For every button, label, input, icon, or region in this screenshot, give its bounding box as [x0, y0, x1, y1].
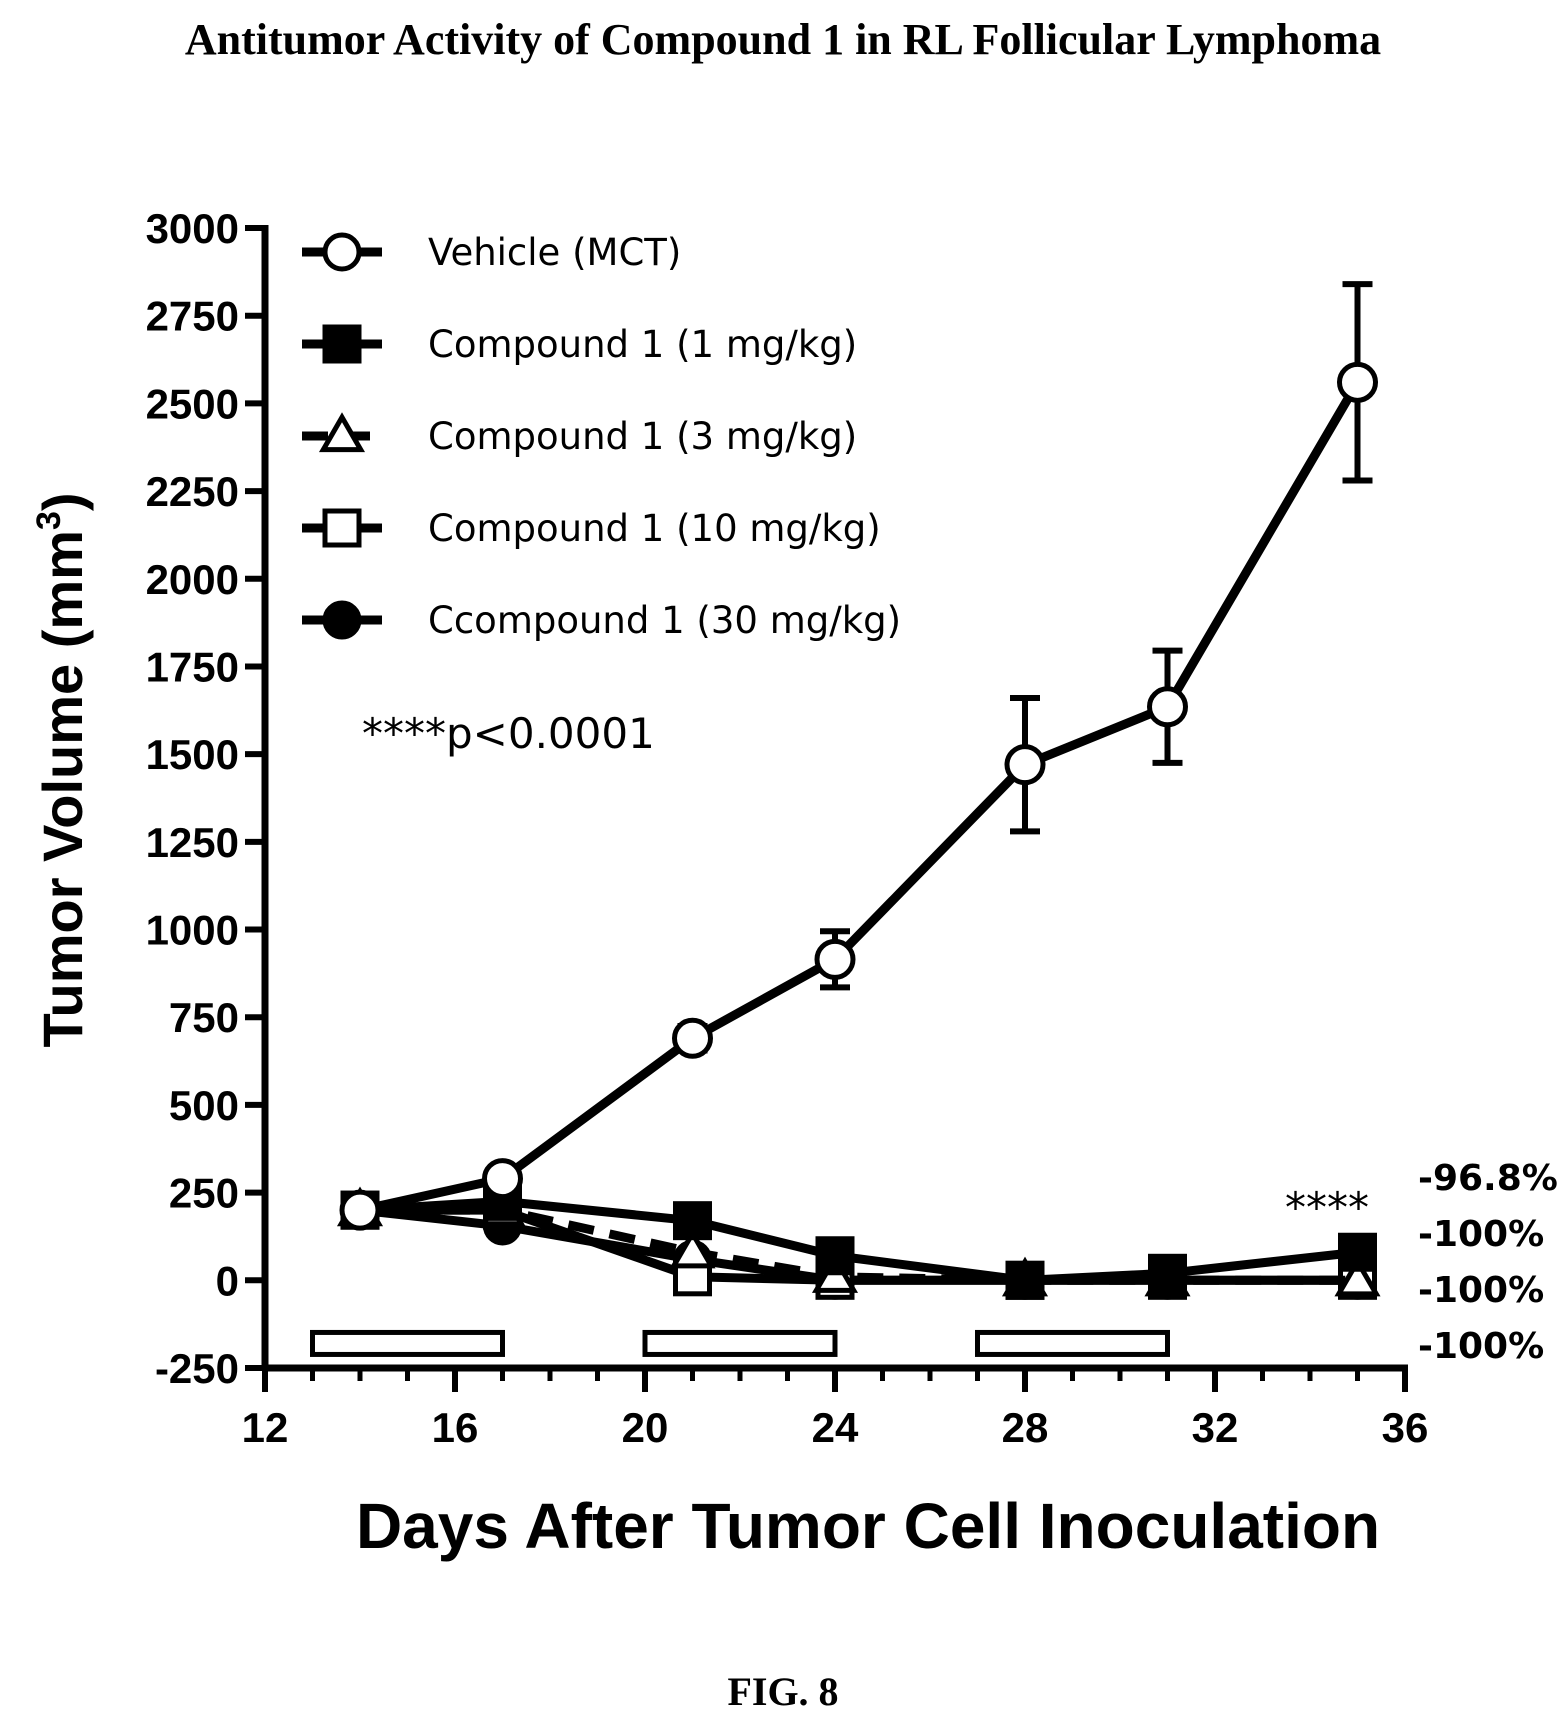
- legend-marker: [318, 412, 366, 453]
- legend-item: Compound 1 (10 mg/kg): [302, 507, 881, 550]
- end-label: -100%: [1418, 1270, 1544, 1311]
- y-tick-label: 1000: [146, 907, 239, 954]
- dosing-bar: [975, 1329, 1170, 1357]
- x-tick-label: 36: [1382, 1404, 1429, 1451]
- legend-label: Compound 1 (10 mg/kg): [428, 507, 881, 550]
- legend: Vehicle (MCT) Compound 1 (1 mg/kg) Compoun…: [302, 231, 901, 642]
- legend-marker: [322, 232, 362, 272]
- significance-marker: ****: [1285, 1183, 1369, 1232]
- y-tick-label: 2000: [146, 556, 239, 603]
- end-label: -100%: [1418, 1214, 1544, 1255]
- x-tick-label: 24: [812, 1404, 859, 1451]
- dosing-schedule-bars: [310, 1329, 1170, 1357]
- x-tick-label: 16: [432, 1404, 479, 1451]
- data-point: [814, 938, 856, 980]
- legend-label: Compound 1 (3 mg/kg): [428, 415, 857, 458]
- y-tick-label: 2250: [146, 468, 239, 515]
- data-point: [1337, 361, 1378, 403]
- y-tick-label: 2750: [146, 293, 239, 340]
- series-layer: [336, 281, 1381, 1300]
- data-point: [673, 1201, 712, 1241]
- x-tick-label: 28: [1002, 1404, 1049, 1451]
- data-point: [1005, 1260, 1045, 1300]
- end-labels: -96.8% -100% -100% -100%: [1418, 1158, 1558, 1367]
- y-tick-label: 1750: [146, 643, 239, 690]
- y-tick-label: 1250: [146, 819, 239, 866]
- y-axis-ticks: -250 0 250 500 750 1000 1250 1500 1750 2000 2250 25…: [146, 205, 265, 1392]
- legend-item: Ccompound 1 (30 mg/kg): [302, 599, 901, 642]
- legend-item: Compound 1 (1 mg/kg): [302, 323, 857, 366]
- data-point: [482, 1158, 523, 1200]
- legend-label: Vehicle (MCT): [428, 231, 681, 274]
- dosing-bar: [642, 1329, 838, 1357]
- data-point: [815, 1236, 855, 1276]
- y-tick-label: -250: [155, 1345, 239, 1392]
- legend-label: Ccompound 1 (30 mg/kg): [428, 599, 901, 642]
- y-tick-label: 250: [169, 1170, 239, 1217]
- x-axis-ticks: 12 16 20 24 28 32 36: [242, 1368, 1429, 1451]
- legend-item: Compound 1 (3 mg/kg): [302, 412, 857, 458]
- x-axis-title: Days After Tumor Cell Inoculation: [356, 1490, 1380, 1562]
- y-tick-label: 0: [216, 1257, 239, 1304]
- y-axis-title-main: Tumor Volume (mm: [31, 530, 94, 1048]
- legend-marker: [322, 324, 362, 364]
- y-tick-label: 2500: [146, 380, 239, 427]
- legend-label: Compound 1 (1 mg/kg): [428, 323, 857, 366]
- x-tick-label: 12: [242, 1404, 289, 1451]
- data-point: [339, 1189, 381, 1231]
- end-label: -96.8%: [1418, 1158, 1558, 1199]
- figure-caption: FIG. 8: [727, 1669, 839, 1714]
- y-tick-label: 750: [169, 994, 239, 1041]
- page-title: Antitumor Activity of Compound 1 in RL F…: [184, 15, 1382, 64]
- end-label: -100%: [1418, 1326, 1544, 1367]
- data-point: [1147, 686, 1188, 728]
- data-point: [1334, 1256, 1381, 1297]
- y-axis-title-group: Tumor Volume (mm3): [30, 492, 94, 1047]
- data-point: [672, 1017, 713, 1059]
- x-tick-label: 20: [622, 1404, 669, 1451]
- y-axis-title-superscript: 3: [30, 511, 68, 530]
- legend-marker: [322, 600, 362, 640]
- legend-item: Vehicle (MCT): [302, 231, 681, 274]
- x-tick-label: 32: [1192, 1404, 1239, 1451]
- y-axis-title: Tumor Volume (mm3): [30, 492, 94, 1047]
- data-point: [1004, 744, 1046, 786]
- data-point: [1338, 1232, 1377, 1272]
- data-point: [1148, 1253, 1187, 1293]
- data-point: [669, 1228, 716, 1269]
- p-value-annotation: ****p<0.0001: [362, 709, 655, 758]
- dosing-bar: [310, 1329, 505, 1357]
- series: [339, 281, 1378, 1231]
- y-tick-label: 3000: [146, 205, 239, 252]
- y-tick-label: 1500: [146, 731, 239, 778]
- y-axis-title-close: ): [31, 492, 94, 511]
- chart-axes: -250 0 250 500 750 1000 1250 1500 1750 2000 2250 25…: [146, 205, 1429, 1451]
- legend-marker: [322, 508, 362, 548]
- y-tick-label: 500: [169, 1082, 239, 1129]
